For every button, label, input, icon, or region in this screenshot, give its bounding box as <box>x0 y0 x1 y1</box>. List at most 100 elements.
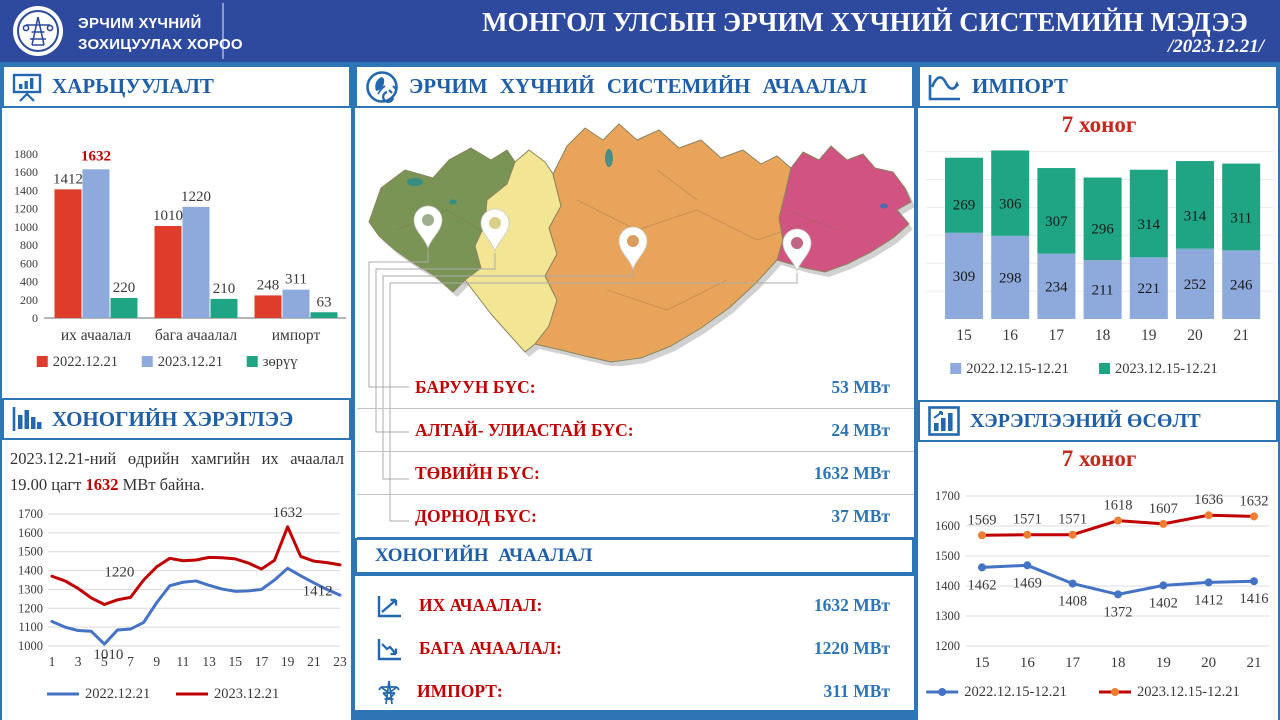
svg-text:311: 311 <box>1230 210 1252 226</box>
daily-load-list: ИХ АЧААЛАЛ: 1632 МВт БАГА АЧААЛАЛ: 1220 … <box>357 584 914 713</box>
region-label: ТӨВИЙН БҮС: <box>415 462 540 483</box>
svg-text:зөрүү: зөрүү <box>263 354 298 370</box>
region-value: 53 МВт <box>831 376 890 397</box>
svg-text:2022.12.15-12.21: 2022.12.15-12.21 <box>964 684 1067 700</box>
svg-text:их ачаалал: их ачаалал <box>61 327 132 344</box>
svg-text:1500: 1500 <box>935 549 960 563</box>
svg-text:1600: 1600 <box>18 526 43 540</box>
svg-text:1300: 1300 <box>18 582 43 596</box>
svg-text:1636: 1636 <box>1194 492 1223 508</box>
import-stacked-bar-chart: 309 269 15 298 306 16 234 307 17 211 296 18 221 314 19… <box>926 150 1274 377</box>
svg-text:221: 221 <box>1138 281 1161 297</box>
svg-text:13: 13 <box>202 654 216 669</box>
map-pin-altai <box>480 208 510 253</box>
svg-text:2023.12.15-12.21: 2023.12.15-12.21 <box>1115 361 1218 377</box>
svg-text:246: 246 <box>1230 278 1253 294</box>
svg-text:306: 306 <box>999 196 1022 212</box>
svg-text:309: 309 <box>953 269 976 285</box>
svg-text:2023.12.21: 2023.12.21 <box>158 354 223 370</box>
svg-text:269: 269 <box>953 197 976 213</box>
svg-text:3: 3 <box>75 654 82 669</box>
svg-text:1416: 1416 <box>1240 591 1269 607</box>
svg-text:21: 21 <box>1247 655 1262 671</box>
svg-text:1400: 1400 <box>14 183 38 197</box>
svg-text:1700: 1700 <box>935 489 960 503</box>
column-separator-2 <box>914 65 918 720</box>
load-value: 311 МВт <box>823 681 890 701</box>
svg-text:1607: 1607 <box>1149 501 1178 517</box>
panel-title: ХОНОГИЙН АЧААЛАЛ <box>375 545 593 566</box>
svg-text:252: 252 <box>1184 277 1207 293</box>
svg-text:1400: 1400 <box>935 579 960 593</box>
org-name-line2: ЗОХИЦУУЛАХ ХОРОО <box>78 36 243 53</box>
svg-text:23: 23 <box>333 654 347 669</box>
svg-text:311: 311 <box>285 272 307 288</box>
svg-text:1412: 1412 <box>53 171 83 187</box>
svg-text:1462: 1462 <box>968 577 997 593</box>
svg-text:200: 200 <box>20 293 38 307</box>
svg-text:2022.12.15-12.21: 2022.12.15-12.21 <box>966 361 1069 377</box>
svg-text:20: 20 <box>1187 327 1203 344</box>
svg-text:1220: 1220 <box>104 565 134 581</box>
region-value: 24 МВт <box>831 419 890 440</box>
wave-icon <box>928 74 960 100</box>
svg-text:9: 9 <box>153 654 160 669</box>
region-label: БАРУУН БҮС: <box>415 376 536 397</box>
svg-text:1000: 1000 <box>14 220 38 234</box>
erc-logo <box>13 6 63 56</box>
load-row-peak: ИХ АЧААЛАЛ: 1632 МВт <box>357 584 914 627</box>
frame-left <box>0 65 2 720</box>
svg-text:210: 210 <box>213 281 236 297</box>
svg-text:1010: 1010 <box>93 647 123 663</box>
svg-text:0: 0 <box>32 311 38 325</box>
report-date: /2023.12.21/ <box>1167 36 1264 57</box>
svg-text:1000: 1000 <box>18 639 43 653</box>
svg-text:298: 298 <box>999 270 1022 286</box>
region-load-list: БАРУУН БҮС: 53 МВт АЛТАЙ- УЛИАСТАЙ БҮС: … <box>357 366 914 540</box>
svg-text:600: 600 <box>20 256 38 270</box>
bar-chart-icon <box>12 407 42 431</box>
growth-line-chart: 1200 1300 1400 1500 1600 1700 15 16 17 18 19 20 21 14… <box>926 489 1270 700</box>
map-pin-west <box>413 205 443 250</box>
svg-text:21: 21 <box>307 654 321 669</box>
svg-text:бага ачаалал: бага ачаалал <box>155 327 238 344</box>
svg-text:16: 16 <box>1020 655 1036 671</box>
svg-text:2022.12.21: 2022.12.21 <box>85 686 150 702</box>
svg-text:1632: 1632 <box>273 505 303 521</box>
note-peak-value: 1632 <box>85 474 119 494</box>
svg-text:63: 63 <box>317 294 332 310</box>
svg-text:1: 1 <box>49 654 56 669</box>
svg-text:15: 15 <box>975 655 990 671</box>
load-row-import: ИМПОРТ: 311 МВт <box>357 670 914 713</box>
chart-decrease-icon <box>377 638 401 660</box>
eco-energy-icon <box>366 70 398 103</box>
header-underline <box>0 62 1280 65</box>
panel-header-import: ИМПОРТ <box>918 65 1278 108</box>
svg-text:1200: 1200 <box>14 202 38 216</box>
svg-text:1600: 1600 <box>14 165 38 179</box>
panel-header-daily-load: ХОНОГИЙН АЧААЛАЛ <box>355 538 914 576</box>
svg-text:19: 19 <box>1156 655 1171 671</box>
middle-bottom-bar <box>351 710 918 720</box>
growth-chart-icon <box>928 406 960 436</box>
daily-consumption-note: 2023.12.21-ний өдрийн хамгийн их ачаалал… <box>10 446 344 497</box>
region-value: 37 МВт <box>831 505 890 526</box>
svg-text:1632: 1632 <box>1240 493 1269 509</box>
svg-text:1200: 1200 <box>935 639 960 653</box>
region-row-east: ДОРНОД БҮС: 37 МВт <box>357 495 914 537</box>
svg-text:импорт: импорт <box>272 327 321 344</box>
region-label: АЛТАЙ- УЛИАСТАЙ БҮС: <box>415 419 634 440</box>
svg-text:21: 21 <box>1233 327 1249 344</box>
svg-text:1372: 1372 <box>1104 604 1133 620</box>
svg-text:15: 15 <box>956 327 972 344</box>
svg-text:800: 800 <box>20 238 38 252</box>
panel-title: ИМПОРТ <box>972 74 1068 98</box>
load-label: БАГА АЧААЛАЛ: <box>419 638 562 658</box>
svg-text:19: 19 <box>1141 327 1157 344</box>
load-label: ИХ АЧААЛАЛ: <box>419 595 543 615</box>
svg-text:314: 314 <box>1138 217 1161 233</box>
map-pin-central <box>618 226 648 271</box>
svg-text:17: 17 <box>1065 655 1081 671</box>
svg-text:1569: 1569 <box>968 512 997 528</box>
svg-text:1220: 1220 <box>181 189 211 205</box>
